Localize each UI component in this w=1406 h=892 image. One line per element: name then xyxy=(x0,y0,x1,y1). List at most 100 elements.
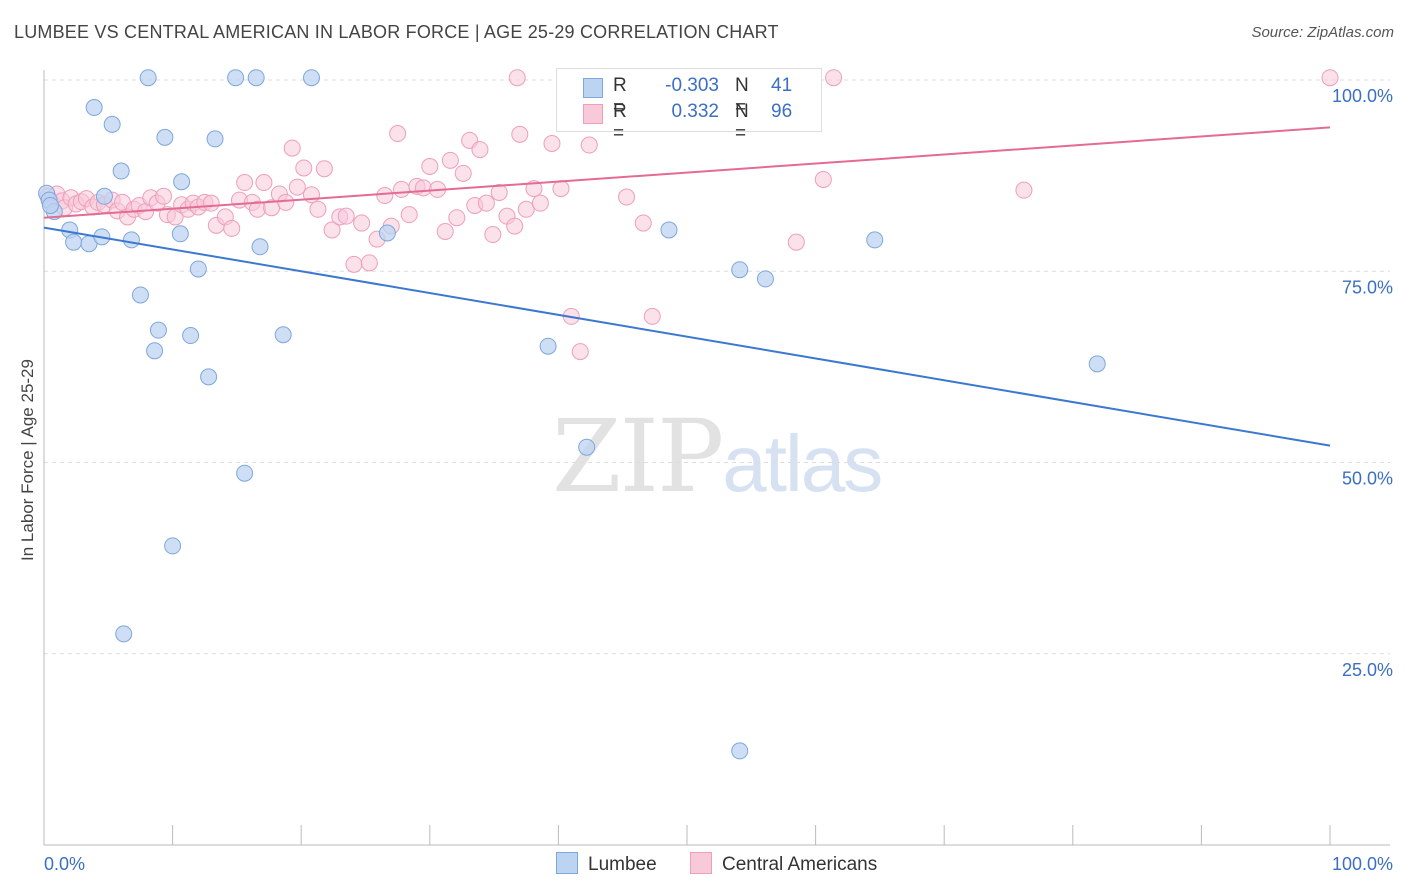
central-americans-point xyxy=(634,214,652,232)
lumbee-point xyxy=(200,368,218,386)
lumbee-point xyxy=(95,187,113,205)
lumbee-point xyxy=(156,128,174,146)
central-americans-point xyxy=(1321,69,1339,87)
central-americans-point xyxy=(525,180,543,198)
tick-labels: 25.0% 50.0% 75.0% 100.0% 0.0% 100.0% xyxy=(44,86,1393,874)
central-americans-point xyxy=(571,343,589,361)
central-americans-point xyxy=(580,136,598,154)
legend-r-label: R = xyxy=(613,75,627,118)
lumbee-point xyxy=(236,464,254,482)
legend-n-value: 96 xyxy=(771,101,793,122)
central-americans-point xyxy=(531,194,549,212)
legend-n-label: N = xyxy=(735,101,749,144)
x-tick-label: 100.0% xyxy=(1332,854,1393,874)
central-americans-point xyxy=(414,179,432,197)
central-americans-point xyxy=(484,226,502,244)
lumbee-trend-line xyxy=(43,226,1331,447)
y-tick-label: 50.0% xyxy=(1342,469,1393,489)
central-americans-point xyxy=(353,214,371,232)
central-americans-point xyxy=(477,194,495,212)
lumbee-point xyxy=(164,537,182,555)
central-americans-point xyxy=(508,69,526,87)
lumbee-point xyxy=(65,233,83,251)
central-americans-point xyxy=(517,200,535,218)
central-americans-point xyxy=(511,125,529,143)
central-americans-point xyxy=(552,180,570,198)
central-americans-point xyxy=(436,222,454,240)
lumbee-point xyxy=(206,130,224,148)
central-americans-point xyxy=(302,186,320,204)
lumbee-point xyxy=(378,224,396,242)
lumbee-point xyxy=(171,225,189,243)
central-americans-legend-label: Central Americans xyxy=(722,854,878,875)
central-americans-point xyxy=(360,254,378,272)
lumbee-point xyxy=(182,327,200,345)
lumbee-points xyxy=(38,69,1106,760)
central-americans-point xyxy=(323,221,341,239)
central-americans-point xyxy=(490,183,508,201)
watermark: ZIPatlas xyxy=(552,398,883,515)
central-americans-point xyxy=(787,233,805,251)
lumbee-point xyxy=(1088,355,1106,373)
lumbee-point xyxy=(539,337,557,355)
central-americans-point xyxy=(441,151,459,169)
central-americans-point xyxy=(825,69,843,87)
central-americans-point xyxy=(400,206,418,224)
central-americans-trend-line xyxy=(43,126,1331,219)
central-americans-point xyxy=(1015,181,1033,199)
central-americans-point xyxy=(389,125,407,143)
central-americans-legend-swatch xyxy=(690,852,712,874)
central-americans-point xyxy=(543,134,561,152)
legend-r-value: 0.332 xyxy=(671,101,719,122)
central-americans-point xyxy=(618,188,636,206)
lumbee-point xyxy=(660,221,678,239)
watermark-atlas: atlas xyxy=(722,419,883,508)
watermark-zip: ZIP xyxy=(552,398,724,515)
central-americans-point xyxy=(277,193,295,211)
lumbee-point xyxy=(251,238,269,256)
legend-r-label: R = xyxy=(613,101,627,144)
lumbee-point xyxy=(302,69,320,87)
central-americans-point xyxy=(236,174,254,192)
y-tick-label: 100.0% xyxy=(1332,86,1393,106)
legend-r-value: -0.303 xyxy=(665,75,719,96)
lumbee-point xyxy=(139,69,157,87)
y-tick-label: 25.0% xyxy=(1342,660,1393,680)
lumbee-point xyxy=(731,742,749,760)
y-axis-label: In Labor Force | Age 25-29 xyxy=(18,359,37,561)
central-americans-point xyxy=(393,180,411,198)
trend-lines xyxy=(43,126,1331,447)
central-americans-swatch xyxy=(583,104,603,124)
lumbee-point xyxy=(756,270,774,288)
lumbee-point xyxy=(578,438,596,456)
lumbee-point xyxy=(122,231,140,249)
legend-item-central-americans: Central Americans xyxy=(690,852,877,876)
lumbee-legend-label: Lumbee xyxy=(588,854,657,875)
lumbee-point xyxy=(41,196,59,214)
central-americans-point xyxy=(283,139,301,157)
lumbee-point xyxy=(274,326,292,344)
lumbee-point xyxy=(146,342,164,360)
central-americans-point xyxy=(643,307,661,325)
x-tick-label: 0.0% xyxy=(44,854,85,874)
lumbee-point xyxy=(247,69,265,87)
central-americans-point xyxy=(376,187,394,205)
central-americans-point xyxy=(506,217,524,235)
lumbee-point xyxy=(173,173,191,191)
lumbee-point xyxy=(85,99,103,117)
central-americans-point xyxy=(155,187,173,205)
lumbee-point xyxy=(112,162,130,180)
central-americans-point xyxy=(337,207,355,225)
central-americans-point xyxy=(448,209,466,227)
central-americans-point xyxy=(255,174,273,192)
central-americans-point xyxy=(309,200,327,218)
central-americans-point xyxy=(288,178,306,196)
legend-item-lumbee: Lumbee xyxy=(556,852,657,876)
central-americans-point xyxy=(223,219,241,237)
lumbee-point xyxy=(731,261,749,279)
central-americans-point xyxy=(421,157,439,175)
central-americans-point xyxy=(471,141,489,159)
lumbee-point xyxy=(189,260,207,278)
legend-n-label: N = xyxy=(735,75,749,118)
